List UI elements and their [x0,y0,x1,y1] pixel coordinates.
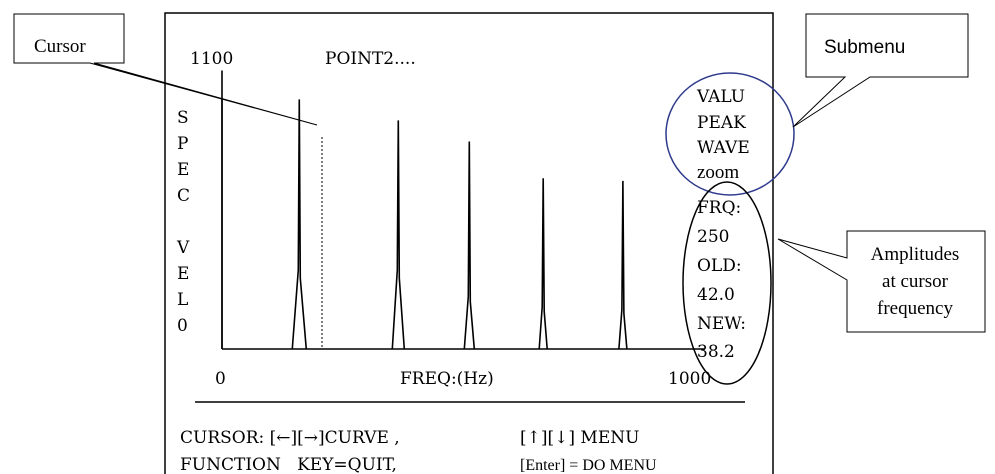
submenu-callout-label: Submenu [824,37,905,58]
y-axis-letter: 0 [177,316,188,336]
spectrum-peak [538,178,548,350]
help-line2-left: FUNCTION KEY=QUIT, [180,455,397,474]
menu-item-valu[interactable]: VALU [696,87,745,107]
menu-item-peak[interactable]: PEAK [697,113,746,133]
amplitudes-callout-line2: at cursor [882,271,949,292]
amplitudes-callout-line1: Amplitudes [871,244,960,265]
spectrum-plot [221,70,628,350]
y-axis-letter: L [177,290,188,310]
y-axis-letter: S [177,108,189,128]
readouts: FRQ: 250 OLD: 42.0 NEW: 38.2 [697,198,746,362]
amplitudes-callout-box [777,230,986,333]
readout-old-label: OLD: [697,256,742,276]
cursor-callout: Cursor [13,13,318,126]
y-axis-letter: V [176,238,190,258]
y-axis-letter: E [177,160,189,180]
readout-frq-value: 250 [697,227,729,247]
point-label: POINT2.... [325,49,416,69]
help-line2-right: [Enter] = DO MENU [520,457,657,474]
x-axis-title: FREQ:(Hz) [400,369,494,389]
readout-new-value: 38.2 [697,342,735,362]
submenu: VALU PEAK WAVE zoom [696,87,750,183]
readout-new-label: NEW: [697,314,746,334]
x-axis-end-label: 1000 [668,369,711,389]
readout-old-value: 42.0 [697,285,735,305]
y-axis-letter: E [177,264,189,284]
readout-frq-label: FRQ: [697,198,741,218]
submenu-callout-box [792,13,969,128]
help-line1-right: [↑][↓] MENU [520,428,639,448]
y-axis-letter: C [177,186,190,206]
cursor-callout-box [13,13,318,126]
scale-max-label: 1100 [190,49,233,69]
menu-item-zoom[interactable]: zoom [697,162,739,183]
cursor-callout-label: Cursor [34,36,86,57]
spectrum-peak [391,120,406,350]
help-line1-left: CURSOR: [←][→]CURVE , [180,428,400,448]
x-axis-start-label: 0 [215,369,226,389]
menu-item-wave[interactable]: WAVE [697,138,750,158]
amplitudes-callout-line3: frequency [877,298,953,319]
submenu-callout: Submenu [792,13,969,128]
spectrum-peak [618,180,628,350]
y-axis-letter: P [177,134,188,154]
spectrum-peak [463,141,476,350]
amplitudes-callout: Amplitudes at cursor frequency [777,230,986,333]
spectrum-peak [291,99,308,350]
readouts-highlight-ellipse [682,181,772,385]
submenu-highlight-circle [665,72,795,196]
